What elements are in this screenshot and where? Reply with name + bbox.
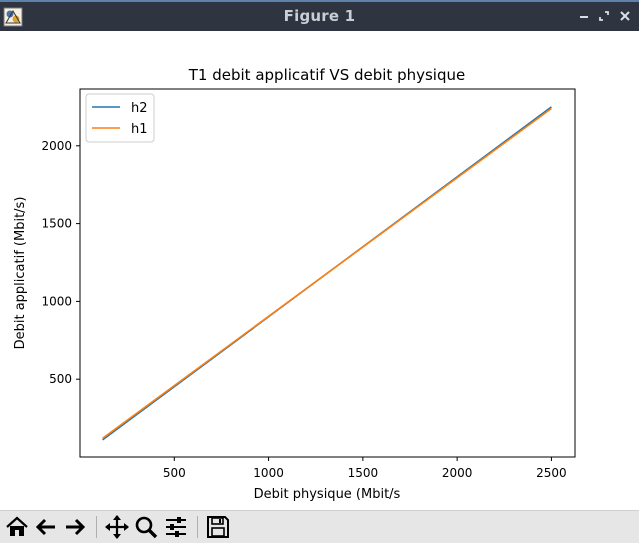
zoom-icon[interactable]	[133, 514, 159, 540]
y-tick-label: 500	[49, 372, 72, 386]
plot-area: T1 debit applicatif VS debit physique 50…	[0, 31, 639, 510]
x-tick-label: 500	[163, 466, 186, 480]
legend-label-h1: h1	[131, 122, 148, 137]
x-axis-label: Debit physique (Mbit/s	[254, 487, 401, 502]
y-tick-label: 2000	[41, 139, 72, 153]
forward-icon[interactable]	[62, 514, 88, 540]
x-tick-label: 2000	[442, 466, 473, 480]
series-lines	[102, 106, 552, 441]
subplots-icon[interactable]	[163, 514, 189, 540]
y-axis-label: Debit applicatif (Mbit/s)	[13, 197, 28, 350]
x-tick-label: 1000	[253, 466, 284, 480]
app-icon	[3, 7, 23, 27]
window-title: Figure 1	[283, 7, 356, 25]
y-axis: 500 1000 1500 2000	[41, 139, 80, 386]
home-icon[interactable]	[4, 514, 30, 540]
minimize-icon[interactable]	[576, 8, 592, 24]
legend-label-h2: h2	[131, 101, 148, 116]
toolbar-separator	[197, 516, 198, 538]
chart-title: T1 debit applicatif VS debit physique	[188, 66, 465, 84]
navigation-toolbar	[0, 510, 639, 543]
back-icon[interactable]	[33, 514, 59, 540]
line-chart: T1 debit applicatif VS debit physique 50…	[13, 66, 576, 502]
series-line-h1	[102, 107, 552, 439]
save-icon[interactable]	[205, 514, 231, 540]
x-tick-label: 2500	[536, 466, 567, 480]
legend-box	[85, 93, 155, 143]
maximize-icon[interactable]	[596, 8, 612, 24]
toolbar-separator	[96, 516, 97, 538]
x-tick-label: 1500	[348, 466, 379, 480]
x-axis: 500 1000 1500 2000 2500	[163, 457, 567, 480]
pan-icon[interactable]	[104, 514, 130, 540]
y-tick-label: 1000	[41, 294, 72, 308]
close-icon[interactable]	[617, 8, 633, 24]
y-tick-label: 1500	[41, 217, 72, 231]
title-bar[interactable]: Figure 1	[0, 0, 639, 31]
